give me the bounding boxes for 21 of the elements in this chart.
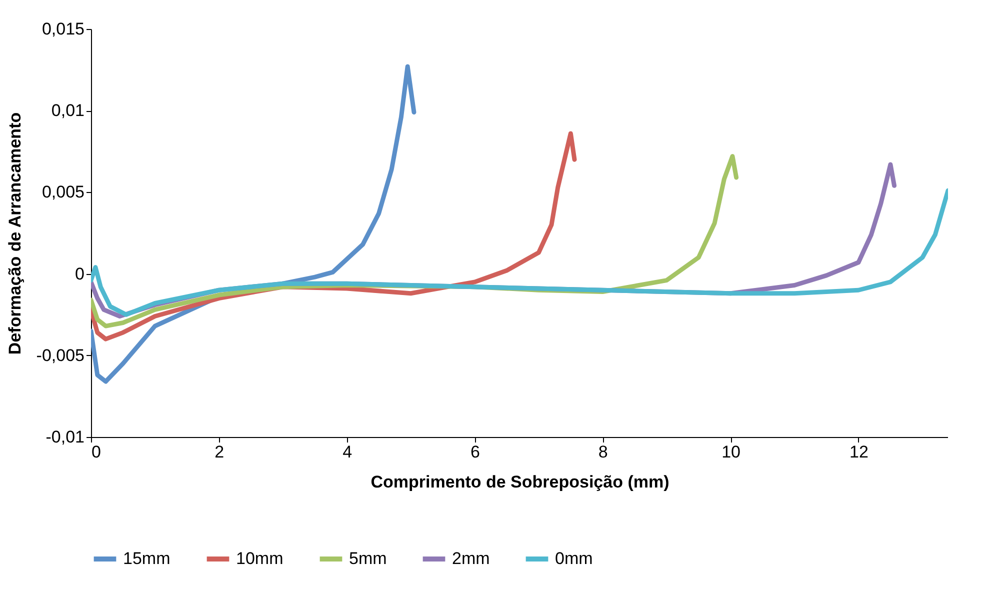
y-tick-label: 0,01 [51, 101, 84, 120]
y-tick-label: -0,01 [46, 428, 84, 446]
x-tick-label: 0 [92, 442, 101, 462]
legend-label: 0mm [555, 549, 593, 568]
x-tick-label: 12 [850, 442, 868, 462]
y-tick-label: 0,005 [42, 182, 84, 202]
line-series [91, 188, 948, 317]
legend-label: 15mm [123, 549, 170, 568]
x-tick-label: 2 [214, 442, 224, 462]
x-tick-label: 4 [342, 442, 352, 462]
legend-label: 10mm [236, 549, 284, 568]
x-tick-label: 6 [470, 442, 480, 462]
x-axis-title: Comprimento de Sobreposição (mm) [370, 472, 670, 492]
legend-label: 5mm [349, 549, 387, 568]
x-tick-label: 8 [598, 442, 608, 462]
y-tick-label: -0,005 [36, 346, 84, 365]
y-tick-label: 0,015 [42, 20, 84, 38]
x-tick-label: 10 [722, 442, 741, 462]
y-tick-label: 0 [75, 264, 84, 284]
legend-label: 2mm [452, 549, 490, 568]
y-axis-title: Deformação de Arrancamento [5, 112, 24, 355]
